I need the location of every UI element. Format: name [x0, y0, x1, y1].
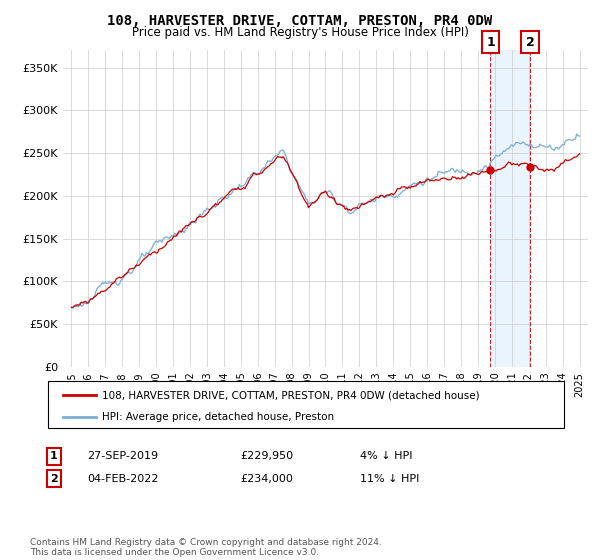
Bar	[490, 50, 530, 367]
Text: Price paid vs. HM Land Registry's House Price Index (HPI): Price paid vs. HM Land Registry's House …	[131, 26, 469, 39]
Text: 1: 1	[486, 35, 495, 49]
Text: 27-SEP-2019: 27-SEP-2019	[87, 451, 158, 461]
Text: £229,950: £229,950	[240, 451, 293, 461]
Text: 04-FEB-2022: 04-FEB-2022	[87, 474, 158, 484]
Text: 108, HARVESTER DRIVE, COTTAM, PRESTON, PR4 0DW: 108, HARVESTER DRIVE, COTTAM, PRESTON, P…	[107, 14, 493, 28]
Text: HPI: Average price, detached house, Preston: HPI: Average price, detached house, Pres…	[102, 412, 334, 422]
Text: 2: 2	[526, 35, 535, 49]
Text: 11% ↓ HPI: 11% ↓ HPI	[360, 474, 419, 484]
Text: Contains HM Land Registry data © Crown copyright and database right 2024.
This d: Contains HM Land Registry data © Crown c…	[30, 538, 382, 557]
Text: 2: 2	[50, 474, 58, 484]
Text: 4% ↓ HPI: 4% ↓ HPI	[360, 451, 413, 461]
Text: 108, HARVESTER DRIVE, COTTAM, PRESTON, PR4 0DW (detached house): 108, HARVESTER DRIVE, COTTAM, PRESTON, P…	[102, 390, 479, 400]
Text: £234,000: £234,000	[240, 474, 293, 484]
Text: 1: 1	[50, 451, 58, 461]
